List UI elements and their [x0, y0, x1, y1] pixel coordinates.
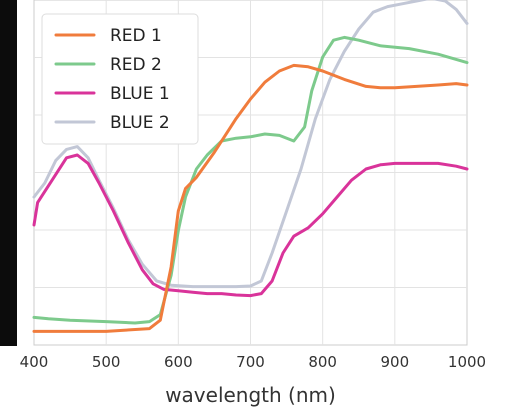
- legend-label: RED 2: [110, 55, 162, 75]
- x-axis-ticks: 400 500 600 700 800 900 1000: [20, 353, 486, 371]
- series-line-red-1: [32, 63, 469, 333]
- x-axis-label: wavelength (nm): [165, 383, 336, 407]
- x-tick-label: 800: [308, 353, 337, 371]
- x-tick-label: 900: [381, 353, 410, 371]
- legend-box: [41, 13, 199, 145]
- x-tick-label: 600: [164, 353, 193, 371]
- legend: RED 1 RED 2 BLUE 1 BLUE 2: [41, 13, 199, 145]
- x-tick-label: 500: [92, 353, 121, 371]
- series-line-blue-2: [32, 0, 469, 289]
- x-tick-label: 700: [236, 353, 265, 371]
- legend-label: BLUE 2: [110, 113, 170, 133]
- x-tick-label: 400: [20, 353, 49, 371]
- legend-label: RED 1: [110, 26, 162, 46]
- series-line-red-2: [32, 35, 469, 325]
- series-line-blue-1: [32, 153, 469, 298]
- legend-label: BLUE 1: [110, 84, 170, 104]
- left-dark-edge: [0, 0, 17, 346]
- x-tick-label: 1000: [448, 353, 486, 371]
- series-layer: [32, 0, 469, 333]
